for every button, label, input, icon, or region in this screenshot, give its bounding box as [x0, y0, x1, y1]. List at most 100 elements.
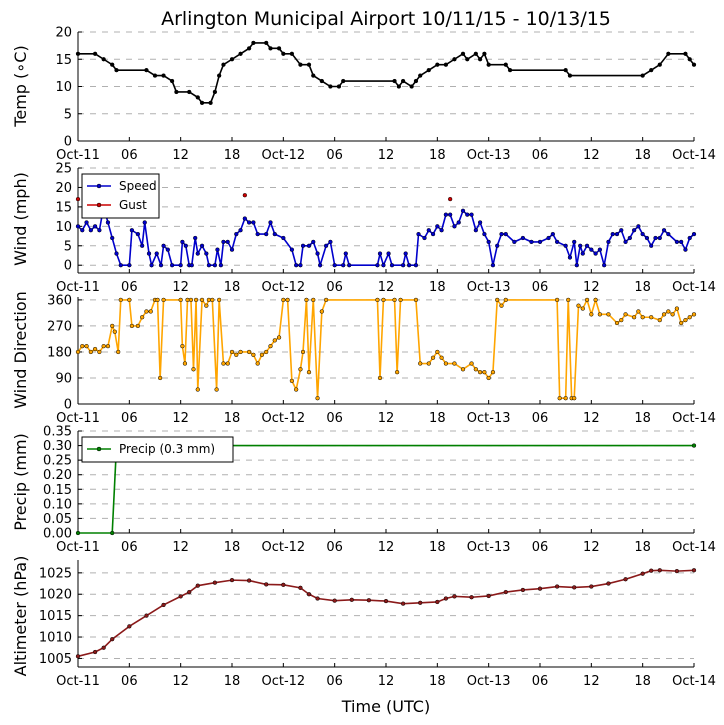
data-point — [469, 361, 474, 366]
xtick-label: 18 — [224, 411, 241, 426]
data-point — [640, 571, 645, 576]
data-point — [97, 349, 102, 355]
data-point — [439, 355, 444, 360]
xtick-label: 12 — [378, 674, 395, 689]
xtick-label: Oct-14 — [672, 280, 716, 295]
legend-swatch-marker — [96, 202, 102, 208]
data-point — [289, 247, 295, 252]
data-point — [306, 592, 312, 597]
xtick-label: 12 — [378, 148, 395, 163]
data-point — [584, 243, 590, 248]
series-alt-0 — [75, 568, 697, 659]
data-point — [304, 297, 309, 303]
xtick-label: Oct-11 — [56, 148, 100, 163]
ytick-label: 0.20 — [43, 468, 72, 483]
data-point — [294, 387, 299, 392]
data-point — [221, 239, 226, 245]
xtick-label: 06 — [121, 280, 138, 295]
data-point — [619, 317, 624, 323]
panel-alt: 1005 1010 1015 1020 1025 Oct-11 06 12 18 Oct-12 06… — [11, 556, 716, 689]
data-point — [418, 600, 423, 605]
data-point — [221, 62, 226, 67]
xtick-label: Oct-12 — [261, 280, 305, 295]
data-point — [448, 196, 453, 202]
y-axis-label-alt: Altimeter (hPa) — [11, 556, 30, 677]
data-point — [285, 297, 290, 303]
data-point — [666, 309, 671, 314]
ytick-label: 0.35 — [43, 425, 72, 440]
data-point — [135, 231, 141, 237]
data-point — [469, 595, 474, 600]
data-point — [268, 344, 273, 349]
legend-precip: Precip (0.3 mm) — [81, 436, 234, 463]
data-point — [400, 601, 406, 606]
data-point — [311, 239, 316, 245]
xtick-label: 06 — [121, 411, 138, 426]
data-point — [110, 530, 115, 536]
data-point — [116, 349, 121, 355]
data-point — [557, 396, 562, 401]
data-point — [674, 239, 680, 245]
data-point — [341, 263, 346, 268]
ytick-label: 1010 — [39, 631, 72, 646]
data-point — [300, 349, 306, 355]
xtick-label: Oct-12 — [261, 148, 305, 163]
data-point — [347, 263, 352, 268]
data-point — [135, 323, 141, 329]
data-point — [294, 263, 299, 268]
ytick-label: 0.00 — [43, 527, 72, 542]
data-point — [110, 323, 115, 329]
xtick-label: 12 — [583, 540, 600, 555]
data-point — [366, 598, 372, 603]
legend-label: Gust — [119, 198, 147, 212]
xtick-label: Oct-11 — [56, 674, 100, 689]
data-point — [328, 84, 333, 89]
data-point — [589, 584, 594, 589]
data-point — [666, 51, 671, 56]
data-point — [377, 251, 383, 256]
xtick-label: 06 — [121, 674, 138, 689]
data-point — [473, 228, 478, 233]
xtick-label: 06 — [326, 540, 343, 555]
data-point — [225, 239, 230, 245]
data-point — [75, 530, 81, 536]
ytick-label: 1025 — [39, 566, 72, 581]
data-point — [554, 239, 560, 245]
data-point — [413, 263, 419, 268]
data-point — [589, 247, 594, 252]
xtick-label: Oct-14 — [672, 411, 716, 426]
xtick-label: 06 — [532, 411, 549, 426]
data-point — [574, 263, 579, 268]
data-point — [503, 62, 508, 67]
ytick-label: 0.30 — [43, 439, 72, 454]
data-point — [251, 220, 256, 225]
data-point — [537, 586, 543, 591]
data-point — [225, 361, 230, 366]
data-point — [165, 247, 170, 252]
data-point — [631, 315, 637, 320]
xtick-label: 18 — [634, 540, 651, 555]
data-point — [396, 84, 401, 89]
data-point — [589, 312, 594, 317]
data-point — [426, 68, 431, 73]
data-point — [550, 231, 555, 237]
data-point — [578, 243, 583, 248]
ytick-label: 20 — [55, 181, 72, 196]
data-point — [180, 344, 185, 349]
xtick-label: 18 — [224, 540, 241, 555]
data-point — [403, 251, 408, 256]
data-point — [217, 297, 222, 303]
data-point — [315, 596, 320, 601]
data-point — [105, 344, 111, 349]
data-point — [448, 212, 453, 217]
data-point — [593, 251, 598, 256]
data-point — [152, 73, 158, 78]
data-point — [546, 235, 551, 241]
data-point — [567, 73, 573, 78]
y-axis-label-precip: Precip (mm) — [11, 433, 30, 531]
data-point — [572, 396, 577, 401]
data-point — [443, 212, 449, 217]
data-point — [110, 62, 115, 67]
data-point — [392, 78, 397, 84]
